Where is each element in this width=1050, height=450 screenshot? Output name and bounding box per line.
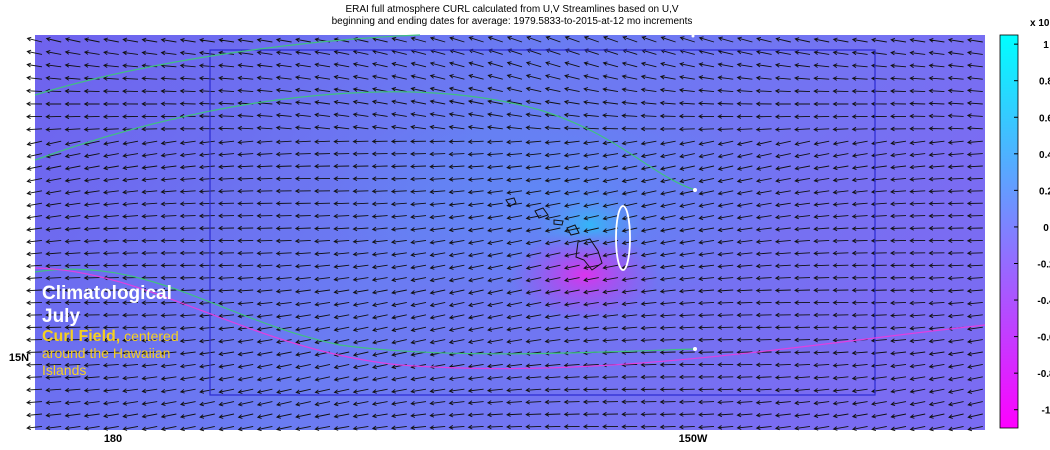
colorbar-multiplier: x 10: [1030, 18, 1050, 29]
stagnation-point: [693, 188, 697, 192]
colorbar-tick-label: -0.6: [1037, 333, 1050, 344]
stagnation-point: [693, 347, 697, 351]
region-box: [209, 49, 876, 396]
colorbar: [999, 34, 1019, 429]
streamline: [34, 268, 696, 355]
x-tick-label: 180: [104, 433, 122, 445]
colorbar-tick-label: -0.4: [1037, 296, 1050, 307]
annotation: Climatological July Curl Field, centered…: [42, 282, 212, 379]
stagnation-point: [691, 34, 695, 38]
colorbar-ticks: 1 0.8 0.6 0.4 0.2 0 -0.2 -0.4 -0.6 -0.8 -1: [1014, 40, 1050, 417]
streamline: [34, 91, 696, 191]
colorbar-tick-label: 0.8: [1039, 77, 1050, 88]
colorbar-tick-label: -0.8: [1037, 369, 1050, 380]
colorbar-tick-label: 0: [1043, 223, 1049, 234]
colorbar-tick-label: 0.6: [1039, 113, 1050, 124]
y-tick-label: 15N: [9, 352, 29, 364]
colorbar-tick-label: 1: [1043, 40, 1049, 51]
highlight-ellipse: [615, 205, 631, 271]
annotation-text: Curl Field, centered around the Hawaiian…: [42, 328, 212, 379]
wind-arrows: [26, 35, 983, 432]
x-tick-label: 150W: [679, 433, 708, 445]
colorbar-tick-label: -0.2: [1037, 259, 1050, 270]
title-line: ERAI full atmosphere CURL calculated fro…: [345, 4, 678, 15]
colorbar-tick-label: 0.4: [1039, 150, 1050, 161]
annotation-body: centered around the Hawaiian Islands: [42, 328, 179, 378]
curl-min: [510, 230, 660, 320]
streamline: [34, 267, 986, 370]
annotation-emphasis: Curl Field,: [42, 328, 121, 345]
annotation-heading: Climatological July: [42, 283, 172, 327]
colorbar-tick-label: -1: [1042, 406, 1050, 417]
streamline: [34, 34, 421, 96]
map: [26, 34, 986, 432]
title-line: beginning and ending dates for average: …: [332, 16, 693, 27]
hawaiian-islands: [505, 197, 603, 271]
colorbar-tick-label: 0.2: [1039, 186, 1050, 197]
